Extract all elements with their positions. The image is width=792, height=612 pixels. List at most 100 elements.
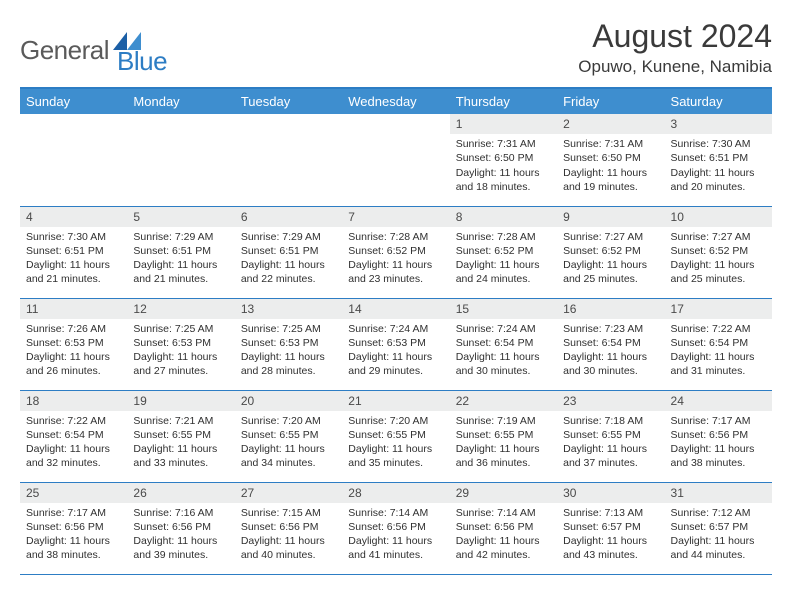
calendar-day-cell: 26Sunrise: 7:16 AMSunset: 6:56 PMDayligh… <box>127 482 234 574</box>
day-number: 2 <box>557 114 664 134</box>
calendar-day-cell: 24Sunrise: 7:17 AMSunset: 6:56 PMDayligh… <box>665 390 772 482</box>
day-number: 6 <box>235 207 342 227</box>
day-details: Sunrise: 7:12 AMSunset: 6:57 PMDaylight:… <box>665 503 772 567</box>
calendar-body: ........1Sunrise: 7:31 AMSunset: 6:50 PM… <box>20 114 772 574</box>
day-details: Sunrise: 7:25 AMSunset: 6:53 PMDaylight:… <box>235 319 342 383</box>
day-details: Sunrise: 7:27 AMSunset: 6:52 PMDaylight:… <box>665 227 772 291</box>
calendar-day-cell: 7Sunrise: 7:28 AMSunset: 6:52 PMDaylight… <box>342 206 449 298</box>
calendar-day-cell: 28Sunrise: 7:14 AMSunset: 6:56 PMDayligh… <box>342 482 449 574</box>
day-number: 8 <box>450 207 557 227</box>
calendar-day-cell: 6Sunrise: 7:29 AMSunset: 6:51 PMDaylight… <box>235 206 342 298</box>
calendar-day-cell: 29Sunrise: 7:14 AMSunset: 6:56 PMDayligh… <box>450 482 557 574</box>
header: General Blue August 2024 Opuwo, Kunene, … <box>20 18 772 77</box>
day-number: 21 <box>342 391 449 411</box>
day-details: Sunrise: 7:22 AMSunset: 6:54 PMDaylight:… <box>665 319 772 383</box>
calendar-day-cell: .. <box>342 114 449 206</box>
calendar-day-cell: .. <box>20 114 127 206</box>
weekday-header: Tuesday <box>235 88 342 114</box>
day-number: 5 <box>127 207 234 227</box>
day-details: Sunrise: 7:31 AMSunset: 6:50 PMDaylight:… <box>450 134 557 198</box>
calendar-week-row: 18Sunrise: 7:22 AMSunset: 6:54 PMDayligh… <box>20 390 772 482</box>
calendar-week-row: ........1Sunrise: 7:31 AMSunset: 6:50 PM… <box>20 114 772 206</box>
calendar-day-cell: 5Sunrise: 7:29 AMSunset: 6:51 PMDaylight… <box>127 206 234 298</box>
day-details: Sunrise: 7:13 AMSunset: 6:57 PMDaylight:… <box>557 503 664 567</box>
day-details: Sunrise: 7:21 AMSunset: 6:55 PMDaylight:… <box>127 411 234 475</box>
day-number: 20 <box>235 391 342 411</box>
day-details: Sunrise: 7:17 AMSunset: 6:56 PMDaylight:… <box>20 503 127 567</box>
calendar-day-cell: 25Sunrise: 7:17 AMSunset: 6:56 PMDayligh… <box>20 482 127 574</box>
day-details: Sunrise: 7:25 AMSunset: 6:53 PMDaylight:… <box>127 319 234 383</box>
day-details: Sunrise: 7:30 AMSunset: 6:51 PMDaylight:… <box>20 227 127 291</box>
calendar-day-cell: 20Sunrise: 7:20 AMSunset: 6:55 PMDayligh… <box>235 390 342 482</box>
calendar-day-cell: 13Sunrise: 7:25 AMSunset: 6:53 PMDayligh… <box>235 298 342 390</box>
calendar-day-cell: 14Sunrise: 7:24 AMSunset: 6:53 PMDayligh… <box>342 298 449 390</box>
day-number: 30 <box>557 483 664 503</box>
calendar-day-cell: 23Sunrise: 7:18 AMSunset: 6:55 PMDayligh… <box>557 390 664 482</box>
calendar-week-row: 25Sunrise: 7:17 AMSunset: 6:56 PMDayligh… <box>20 482 772 574</box>
day-details: Sunrise: 7:29 AMSunset: 6:51 PMDaylight:… <box>235 227 342 291</box>
weekday-header: Thursday <box>450 88 557 114</box>
day-details: Sunrise: 7:20 AMSunset: 6:55 PMDaylight:… <box>235 411 342 475</box>
weekday-header: Monday <box>127 88 234 114</box>
day-number: 15 <box>450 299 557 319</box>
day-number: 22 <box>450 391 557 411</box>
calendar-day-cell: 9Sunrise: 7:27 AMSunset: 6:52 PMDaylight… <box>557 206 664 298</box>
day-details: Sunrise: 7:24 AMSunset: 6:54 PMDaylight:… <box>450 319 557 383</box>
day-details: Sunrise: 7:24 AMSunset: 6:53 PMDaylight:… <box>342 319 449 383</box>
day-details: Sunrise: 7:14 AMSunset: 6:56 PMDaylight:… <box>450 503 557 567</box>
day-details: Sunrise: 7:15 AMSunset: 6:56 PMDaylight:… <box>235 503 342 567</box>
day-number: 23 <box>557 391 664 411</box>
calendar-day-cell: 8Sunrise: 7:28 AMSunset: 6:52 PMDaylight… <box>450 206 557 298</box>
calendar-day-cell: 11Sunrise: 7:26 AMSunset: 6:53 PMDayligh… <box>20 298 127 390</box>
day-details: Sunrise: 7:27 AMSunset: 6:52 PMDaylight:… <box>557 227 664 291</box>
weekday-header: Sunday <box>20 88 127 114</box>
day-number: 10 <box>665 207 772 227</box>
day-details: Sunrise: 7:31 AMSunset: 6:50 PMDaylight:… <box>557 134 664 198</box>
day-number: 7 <box>342 207 449 227</box>
calendar-day-cell: 31Sunrise: 7:12 AMSunset: 6:57 PMDayligh… <box>665 482 772 574</box>
calendar-day-cell: 22Sunrise: 7:19 AMSunset: 6:55 PMDayligh… <box>450 390 557 482</box>
calendar-day-cell: 12Sunrise: 7:25 AMSunset: 6:53 PMDayligh… <box>127 298 234 390</box>
day-number: 11 <box>20 299 127 319</box>
weekday-header-row: SundayMondayTuesdayWednesdayThursdayFrid… <box>20 88 772 114</box>
month-title: August 2024 <box>578 18 772 55</box>
day-details: Sunrise: 7:17 AMSunset: 6:56 PMDaylight:… <box>665 411 772 475</box>
calendar-week-row: 11Sunrise: 7:26 AMSunset: 6:53 PMDayligh… <box>20 298 772 390</box>
day-number: 13 <box>235 299 342 319</box>
calendar-day-cell: 10Sunrise: 7:27 AMSunset: 6:52 PMDayligh… <box>665 206 772 298</box>
title-block: August 2024 Opuwo, Kunene, Namibia <box>578 18 772 77</box>
day-details: Sunrise: 7:26 AMSunset: 6:53 PMDaylight:… <box>20 319 127 383</box>
day-details: Sunrise: 7:23 AMSunset: 6:54 PMDaylight:… <box>557 319 664 383</box>
day-number: 25 <box>20 483 127 503</box>
day-details: Sunrise: 7:30 AMSunset: 6:51 PMDaylight:… <box>665 134 772 198</box>
day-number: 16 <box>557 299 664 319</box>
day-details: Sunrise: 7:18 AMSunset: 6:55 PMDaylight:… <box>557 411 664 475</box>
weekday-header: Saturday <box>665 88 772 114</box>
day-number: 1 <box>450 114 557 134</box>
day-details: Sunrise: 7:29 AMSunset: 6:51 PMDaylight:… <box>127 227 234 291</box>
calendar-day-cell: .. <box>235 114 342 206</box>
day-details: Sunrise: 7:16 AMSunset: 6:56 PMDaylight:… <box>127 503 234 567</box>
day-number: 4 <box>20 207 127 227</box>
calendar-day-cell: 15Sunrise: 7:24 AMSunset: 6:54 PMDayligh… <box>450 298 557 390</box>
weekday-header: Friday <box>557 88 664 114</box>
day-number: 18 <box>20 391 127 411</box>
calendar-table: SundayMondayTuesdayWednesdayThursdayFrid… <box>20 87 772 575</box>
calendar-day-cell: 3Sunrise: 7:30 AMSunset: 6:51 PMDaylight… <box>665 114 772 206</box>
day-number: 26 <box>127 483 234 503</box>
weekday-header: Wednesday <box>342 88 449 114</box>
calendar-day-cell: 18Sunrise: 7:22 AMSunset: 6:54 PMDayligh… <box>20 390 127 482</box>
day-number: 31 <box>665 483 772 503</box>
day-details: Sunrise: 7:22 AMSunset: 6:54 PMDaylight:… <box>20 411 127 475</box>
day-number: 9 <box>557 207 664 227</box>
day-number: 14 <box>342 299 449 319</box>
brand-word2: Blue <box>117 46 167 77</box>
brand-word1: General <box>20 35 109 66</box>
calendar-day-cell: 21Sunrise: 7:20 AMSunset: 6:55 PMDayligh… <box>342 390 449 482</box>
day-number: 12 <box>127 299 234 319</box>
calendar-week-row: 4Sunrise: 7:30 AMSunset: 6:51 PMDaylight… <box>20 206 772 298</box>
calendar-day-cell: .. <box>127 114 234 206</box>
day-number: 19 <box>127 391 234 411</box>
day-number: 24 <box>665 391 772 411</box>
calendar-day-cell: 4Sunrise: 7:30 AMSunset: 6:51 PMDaylight… <box>20 206 127 298</box>
